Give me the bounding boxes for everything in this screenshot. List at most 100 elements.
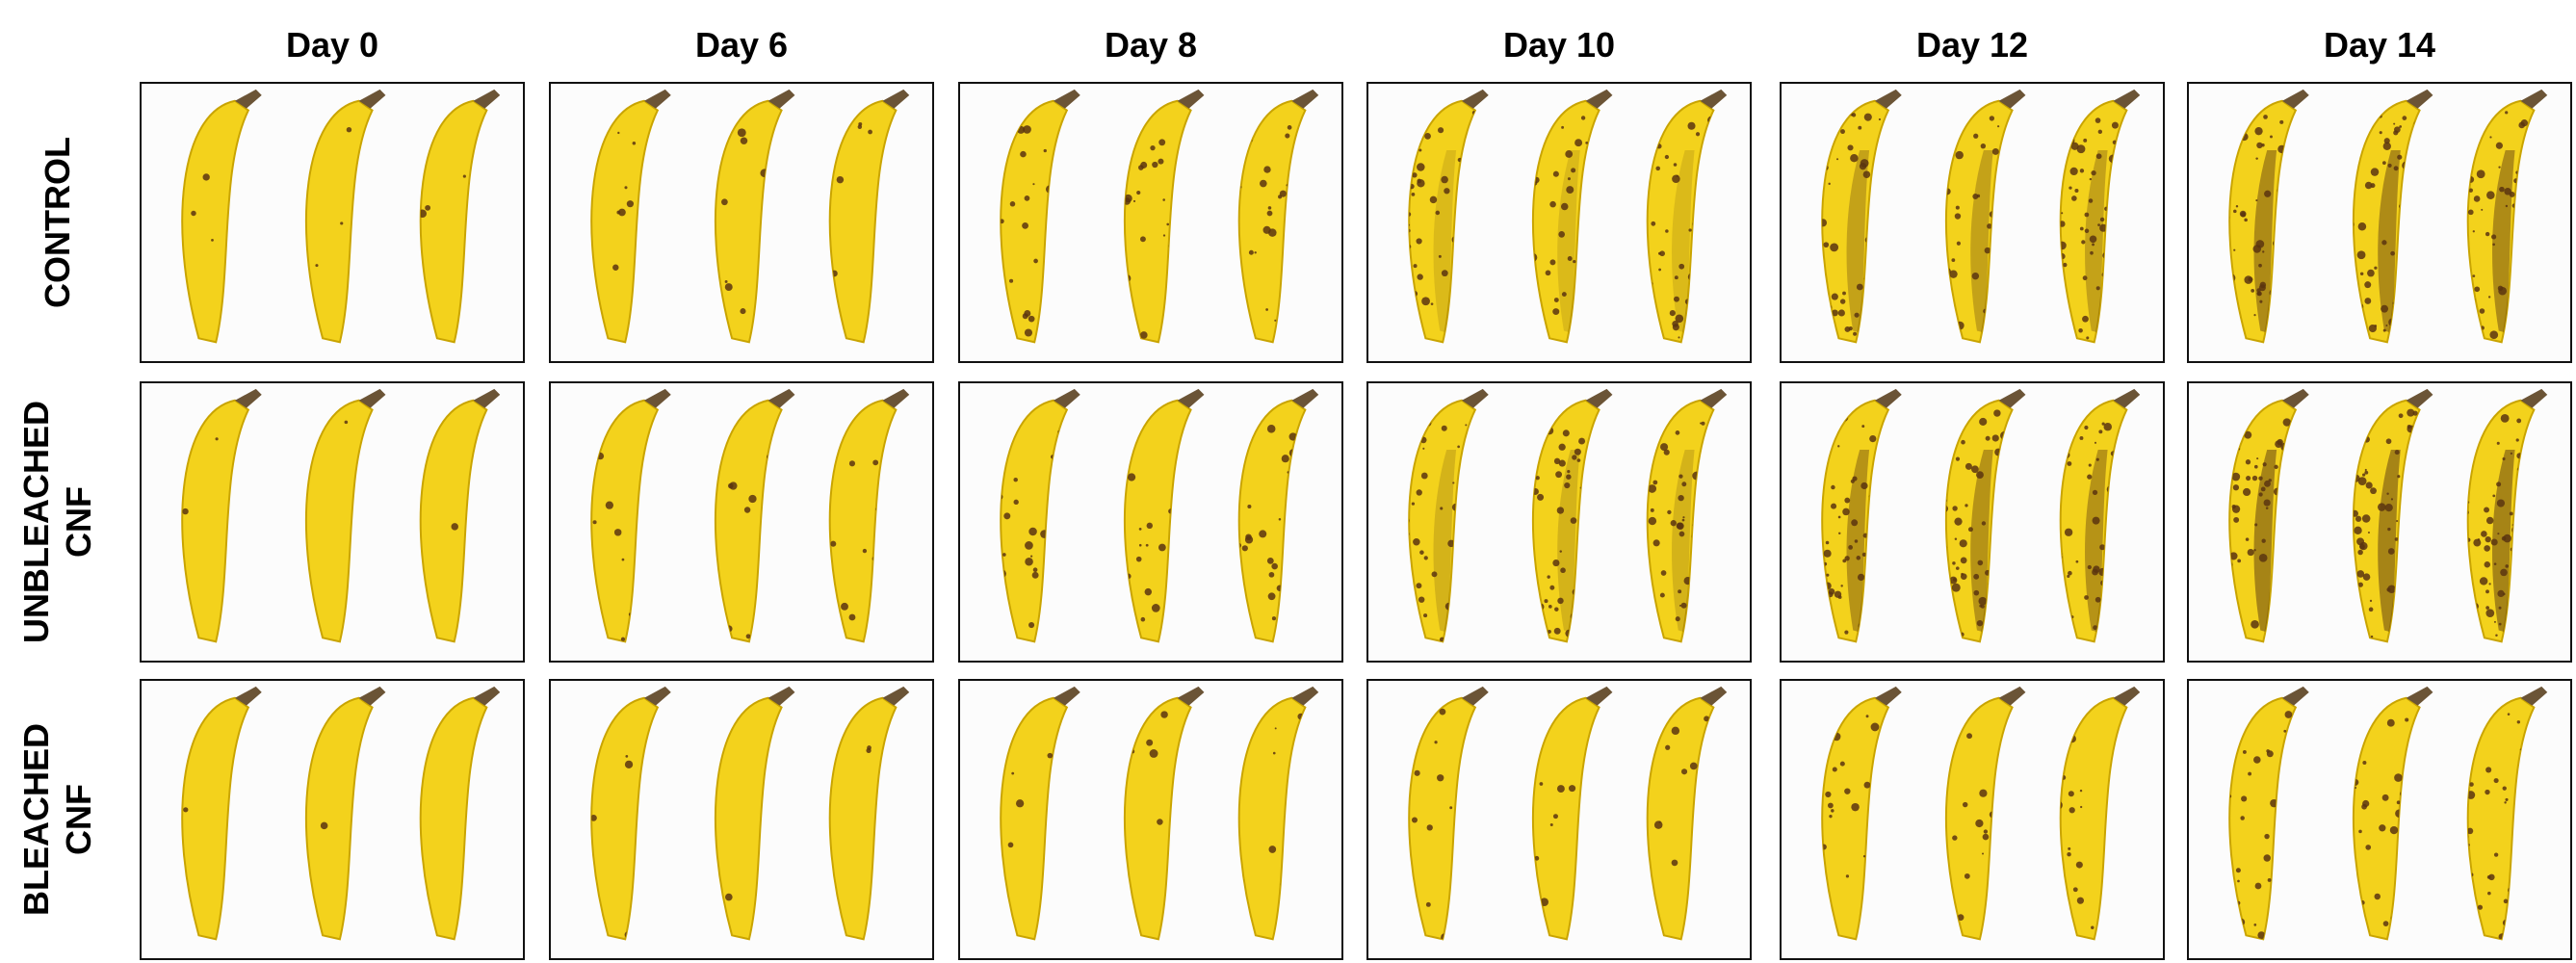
stem <box>358 686 386 706</box>
banana <box>419 686 501 941</box>
column-header-day-6: Day 6 <box>694 25 789 65</box>
banana-photo-0-3 <box>1366 82 1752 363</box>
banana-photo-2-0 <box>140 679 525 960</box>
stem <box>235 89 262 109</box>
row-label-control: CONTROL <box>0 82 116 363</box>
stem <box>1462 89 1489 109</box>
row-label-text: CONTROL <box>38 137 78 308</box>
stem <box>1462 686 1489 706</box>
banana <box>1821 686 1902 941</box>
stem <box>1700 89 1728 109</box>
banana <box>1237 388 1319 643</box>
banana <box>1000 388 1080 643</box>
stem <box>882 686 910 706</box>
row-label-text: UNBLEACHED CNF <box>16 401 98 643</box>
stem <box>235 686 262 706</box>
stem <box>358 89 386 109</box>
banana <box>1124 388 1205 643</box>
banana <box>2059 686 2141 941</box>
column-header-day-14: Day 14 <box>2323 25 2436 65</box>
row-label-text: BLEACHED CNF <box>16 722 99 917</box>
banana-photo-0-2 <box>958 82 1343 363</box>
stem <box>1998 388 2026 408</box>
stem <box>473 686 501 706</box>
banana-photo-0-1 <box>549 82 934 363</box>
banana-photo-2-1 <box>549 679 934 960</box>
stem <box>358 388 386 408</box>
column-header-day-10: Day 10 <box>1502 25 1616 65</box>
column-header-day-8: Day 8 <box>1104 25 1198 65</box>
banana-photo-2-5 <box>2187 679 2572 960</box>
banana-photo-1-0 <box>140 381 525 663</box>
banana <box>590 686 671 941</box>
stem <box>2520 89 2548 109</box>
banana <box>2466 686 2548 941</box>
banana <box>1646 89 1728 344</box>
stem <box>1291 388 1319 408</box>
stem <box>1585 388 1613 408</box>
banana <box>1000 686 1080 941</box>
stem <box>1177 89 1205 109</box>
stem <box>1998 89 2026 109</box>
banana <box>2466 388 2548 643</box>
stem <box>768 388 795 408</box>
stem <box>2113 686 2141 706</box>
banana-photo-1-1 <box>549 381 934 663</box>
banana <box>1821 388 1902 643</box>
banana <box>1945 89 2026 344</box>
banana <box>1408 89 1489 344</box>
banana-photo-1-2 <box>958 381 1343 663</box>
stem <box>2282 388 2309 408</box>
banana <box>1821 89 1902 344</box>
banana <box>1646 388 1728 643</box>
stem <box>1291 89 1319 109</box>
stem <box>1177 388 1205 408</box>
row-label-bleached-cnf: BLEACHED CNF <box>0 679 116 960</box>
banana <box>2228 686 2309 941</box>
banana <box>828 89 910 344</box>
stem <box>882 89 910 109</box>
banana <box>1124 686 1205 941</box>
banana <box>2353 89 2433 344</box>
banana <box>181 89 262 344</box>
banana <box>305 388 386 643</box>
stem <box>882 388 910 408</box>
stem <box>1054 89 1080 109</box>
stem <box>1700 388 1728 408</box>
stem <box>2406 388 2433 408</box>
banana <box>2466 89 2548 344</box>
banana <box>828 686 910 941</box>
banana <box>715 89 795 344</box>
stem <box>473 388 501 408</box>
banana <box>715 388 795 643</box>
banana <box>1000 89 1080 344</box>
banana <box>1532 89 1613 344</box>
banana <box>2228 89 2309 344</box>
banana <box>715 686 795 941</box>
banana-photo-1-3 <box>1366 381 1752 663</box>
banana-photo-1-4 <box>1780 381 2165 663</box>
banana <box>1408 686 1489 941</box>
stem <box>1291 686 1319 706</box>
stem <box>235 388 262 408</box>
stem <box>2282 686 2309 706</box>
stem <box>2520 388 2548 408</box>
banana-photo-2-2 <box>958 679 1343 960</box>
stem <box>1998 686 2026 706</box>
banana-photo-1-5 <box>2187 381 2572 663</box>
banana <box>2353 388 2433 643</box>
stem <box>2282 89 2309 109</box>
stem <box>768 686 795 706</box>
banana <box>2228 388 2309 643</box>
stem <box>2520 686 2548 706</box>
stem <box>644 388 671 408</box>
stem <box>1585 686 1613 706</box>
stem <box>2113 89 2141 109</box>
banana <box>2353 686 2433 941</box>
row-label-unbleached-cnf: UNBLEACHED CNF <box>0 381 116 663</box>
stem <box>644 686 671 706</box>
banana <box>305 686 386 941</box>
banana <box>828 388 910 643</box>
stem <box>644 89 671 109</box>
banana <box>2059 388 2141 643</box>
